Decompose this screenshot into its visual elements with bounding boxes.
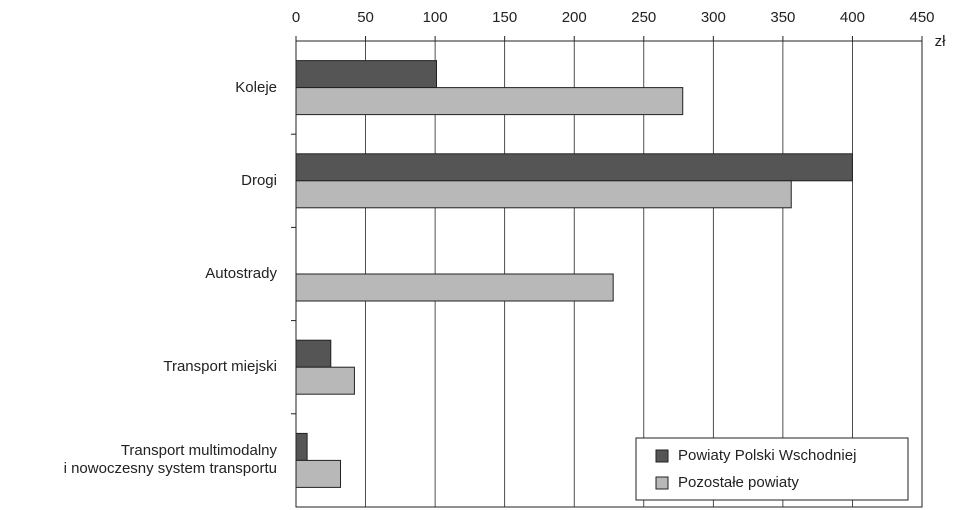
x-tick-label: 300	[701, 9, 726, 26]
bar	[295, 339, 332, 368]
bar	[295, 366, 355, 395]
x-tick-label: 100	[423, 9, 448, 26]
x-tick-label: 50	[357, 9, 374, 26]
bar	[295, 459, 342, 488]
x-unit: zł	[935, 33, 947, 50]
bar	[295, 432, 308, 461]
x-tick-label: 150	[492, 9, 517, 26]
y-tick-label: Autostrady	[205, 265, 277, 282]
y-tick-label: Drogi	[241, 171, 277, 189]
legend-swatch	[655, 449, 669, 463]
bar	[295, 87, 684, 116]
bar	[295, 60, 438, 89]
x-tick-label: 450	[909, 9, 934, 26]
x-tick-label: 250	[631, 9, 656, 26]
bar	[295, 153, 853, 182]
legend-box	[635, 437, 909, 501]
x-tick-label: 200	[562, 9, 587, 26]
x-tick-label: 350	[770, 9, 795, 26]
y-tick-label: Transport miejski	[163, 358, 277, 376]
y-tick-label: Transport multimodalny i nowoczesny syst…	[63, 442, 277, 478]
legend-label: Pozostałe powiaty	[678, 474, 799, 491]
x-tick-label: 0	[292, 9, 300, 26]
y-tick-label: Koleje	[235, 78, 277, 96]
x-tick-label: 400	[840, 9, 865, 26]
bar	[295, 273, 614, 302]
legend-label: Powiaty Polski Wschodniej	[678, 447, 856, 464]
bar	[295, 180, 792, 209]
legend-swatch	[655, 476, 669, 490]
